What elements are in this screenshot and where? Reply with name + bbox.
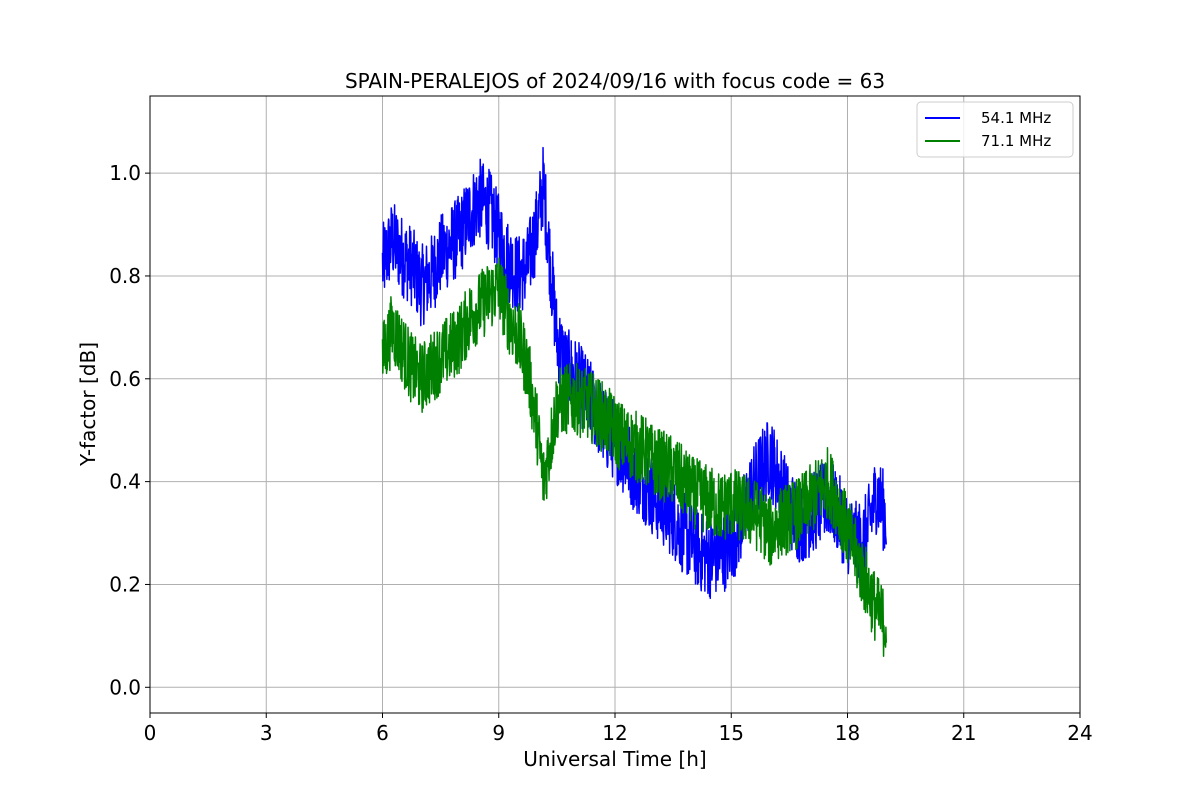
legend-label-54-1-mhz: 54.1 MHz [981, 109, 1051, 127]
x-tick-label: 0 [144, 721, 157, 745]
y-tick-label: 0.6 [109, 367, 141, 391]
y-tick-label: 0.4 [109, 470, 141, 494]
x-tick-label: 24 [1067, 721, 1092, 745]
y-tick-label: 0.8 [109, 264, 141, 288]
series-line-71-1-mhz [381, 257, 887, 658]
y-tick-label: 0.2 [109, 572, 141, 596]
y-tick-label: 0.0 [109, 675, 141, 699]
x-tick-label: 15 [719, 721, 744, 745]
legend-label-71-1-mhz: 71.1 MHz [981, 132, 1051, 150]
x-axis-label: Universal Time [h] [523, 747, 706, 771]
x-tick-label: 9 [492, 721, 505, 745]
legend-box [916, 101, 1074, 158]
y-tick-label: 1.0 [109, 161, 141, 185]
axis-ticks: 0 3 6 9 12 15 18 21 24 0.0 0.2 0.4 0.6 0.8 1.0 [109, 161, 1093, 745]
chart-title: SPAIN-PERALEJOS of 2024/09/16 with focus… [345, 69, 885, 93]
x-tick-label: 21 [951, 721, 976, 745]
x-tick-label: 3 [260, 721, 273, 745]
series-group [381, 146, 887, 658]
x-tick-label: 12 [602, 721, 627, 745]
series-line-54-1-mhz [381, 146, 887, 600]
x-tick-label: 6 [376, 721, 389, 745]
x-tick-label: 18 [835, 721, 860, 745]
legend: 54.1 MHz 71.1 MHz [916, 101, 1074, 158]
y-axis-label: Y-factor [dB] [76, 342, 100, 467]
